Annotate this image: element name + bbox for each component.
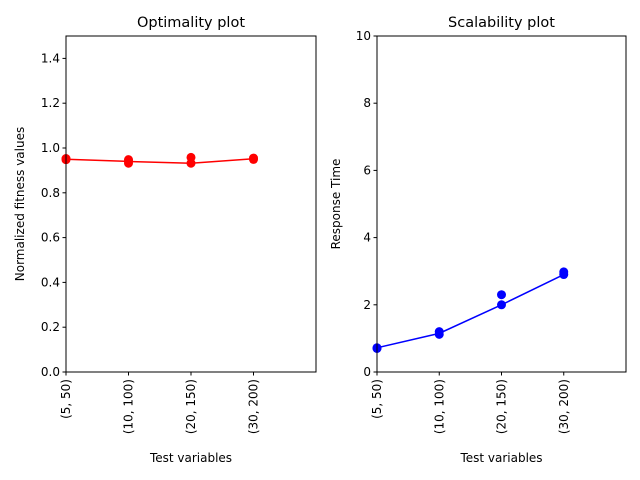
optimality-plot: Optimality plot 0.0 0.2 0.4 0.6 0.8 1.0 1.2 1.4 (… bbox=[13, 15, 317, 465]
scalability-y-tick-label: 6 bbox=[363, 163, 371, 177]
scalability-data-point bbox=[434, 329, 444, 339]
scalability-y-tick-label: 8 bbox=[363, 96, 371, 110]
scalability-y-axis-label: Response Time bbox=[329, 159, 343, 250]
optimality-y-tick-label: 1.0 bbox=[41, 141, 60, 155]
optimality-x-axis-label: Test variables bbox=[149, 451, 232, 465]
optimality-x-tick-label: (10, 100) bbox=[122, 379, 136, 434]
scalability-title: Scalability plot bbox=[448, 15, 555, 31]
optimality-y-tick-label: 0.0 bbox=[41, 365, 60, 379]
scalability-x-tick-label: (10, 100) bbox=[432, 379, 446, 434]
optimality-y-tick-label: 0.6 bbox=[41, 231, 60, 245]
scalability-data-point bbox=[497, 290, 506, 300]
optimality-y-tick-label: 1.4 bbox=[41, 51, 60, 65]
optimality-x-tick-label: (5, 50) bbox=[59, 379, 73, 419]
optimality-y-tick-label: 0.2 bbox=[41, 320, 60, 334]
optimality-data-point bbox=[249, 154, 258, 164]
optimality-y-tick-label: 0.8 bbox=[41, 186, 60, 200]
scalability-data-point bbox=[497, 300, 506, 310]
scalability-plot: Scalability plot 0 2 4 6 8 10 (5, 50) (10, 100) (… bbox=[329, 15, 627, 465]
scalability-x-tick-label: (20, 150) bbox=[495, 379, 509, 434]
optimality-axes-frame bbox=[65, 35, 317, 373]
scalability-y-tick-label: 4 bbox=[363, 231, 371, 245]
scalability-series-line bbox=[376, 273, 565, 349]
optimality-title: Optimality plot bbox=[137, 15, 245, 31]
scalability-y-tick-label: 10 bbox=[356, 29, 371, 43]
scalability-y-tick-label: 2 bbox=[363, 298, 371, 312]
optimality-data-point bbox=[124, 158, 133, 168]
scalability-data-point bbox=[559, 270, 569, 280]
optimality-y-tick-label: 1.2 bbox=[41, 96, 60, 110]
scalability-y-tick-label: 0 bbox=[363, 365, 371, 379]
scalability-x-tick-label: (30, 200) bbox=[557, 379, 571, 434]
scalability-x-axis-label: Test variables bbox=[459, 451, 542, 465]
optimality-x-tick-label: (20, 150) bbox=[184, 379, 198, 434]
optimality-data-point bbox=[186, 158, 196, 168]
scalability-x-tick-label: (5, 50) bbox=[370, 379, 384, 419]
scalability-axes-frame bbox=[376, 35, 627, 373]
optimality-series-line bbox=[65, 158, 254, 164]
optimality-y-tick-label: 0.4 bbox=[41, 275, 60, 289]
optimality-x-tick-label: (30, 200) bbox=[247, 379, 261, 434]
optimality-y-axis-label: Normalized fitness values bbox=[13, 127, 27, 281]
